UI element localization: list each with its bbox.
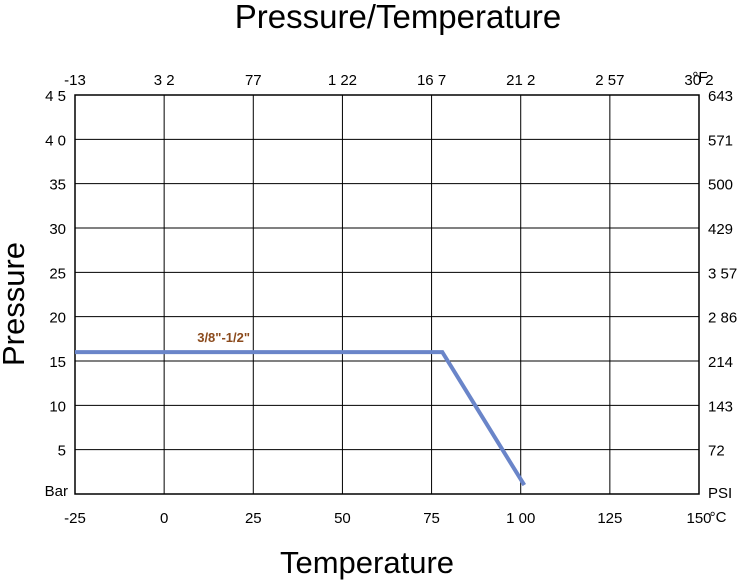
y-unit-bar: Bar xyxy=(45,483,68,500)
y-right-tick-label: 72 xyxy=(708,443,725,460)
y-tick-label: 20 xyxy=(49,310,66,327)
x-tick-label: 125 xyxy=(597,510,622,527)
series-line xyxy=(75,350,527,487)
y-tick-label: 25 xyxy=(49,265,66,282)
plot-area-border xyxy=(74,94,700,495)
right-axis-tick-labels: 72 143 214 2 86 3 57 429 500 571 643 xyxy=(708,88,737,460)
y-tick-label: 5 xyxy=(58,443,66,460)
top-axis-tick-labels: -13 3 2 77 1 22 16 7 21 2 2 57 30 2 xyxy=(64,72,713,89)
x-axis-title: Temperature xyxy=(280,545,454,580)
x-tick-label: 25 xyxy=(245,510,262,527)
y-tick-label: 30 xyxy=(49,221,66,238)
series-label: 3/8"-1/2" xyxy=(197,330,250,345)
x-unit-fahrenheit: °F xyxy=(692,69,707,86)
y-right-tick-label: 214 xyxy=(708,354,733,371)
grid-lines xyxy=(75,95,699,494)
x-tick-label: 1 00 xyxy=(506,510,535,527)
x-tick-label: -25 xyxy=(64,510,86,527)
series-layer: 3/8"-1/2" xyxy=(75,330,527,487)
x-top-tick-label: 16 7 xyxy=(417,72,446,89)
x-top-tick-label: 1 22 xyxy=(328,72,357,89)
chart-title: Pressure/Temperature xyxy=(235,0,561,35)
y-right-tick-label: 429 xyxy=(708,221,733,238)
y-axis-title: Pressure xyxy=(0,242,31,366)
x-tick-label: 75 xyxy=(423,510,440,527)
bottom-axis-tick-labels: -25 0 25 50 75 1 00 125 150 xyxy=(64,510,711,527)
left-axis-tick-labels: 5 10 15 20 25 30 35 4 0 4 5 xyxy=(45,88,66,460)
y-right-tick-label: 643 xyxy=(708,88,733,105)
y-unit-psi: PSI xyxy=(708,485,732,502)
y-tick-label: 35 xyxy=(49,177,66,194)
y-tick-label: 10 xyxy=(49,398,66,415)
x-top-tick-label: 77 xyxy=(245,72,262,89)
x-top-tick-label: 3 2 xyxy=(154,72,175,89)
x-tick-label: 150 xyxy=(686,510,711,527)
y-right-tick-label: 571 xyxy=(708,132,733,149)
x-top-tick-label: 2 57 xyxy=(595,72,624,89)
x-top-tick-label: -13 xyxy=(64,72,86,89)
x-tick-label: 50 xyxy=(334,510,351,527)
x-tick-label: 0 xyxy=(160,510,168,527)
y-right-tick-label: 143 xyxy=(708,398,733,415)
y-right-tick-label: 3 57 xyxy=(708,265,737,282)
y-right-tick-label: 2 86 xyxy=(708,310,737,327)
x-unit-celsius: °C xyxy=(710,509,727,526)
y-right-tick-label: 500 xyxy=(708,177,733,194)
y-tick-label: 15 xyxy=(49,354,66,371)
y-tick-label: 4 0 xyxy=(45,132,66,149)
x-top-tick-label: 21 2 xyxy=(506,72,535,89)
y-tick-label: 4 5 xyxy=(45,88,66,105)
x-top-tick-label: 30 2 xyxy=(684,72,713,89)
